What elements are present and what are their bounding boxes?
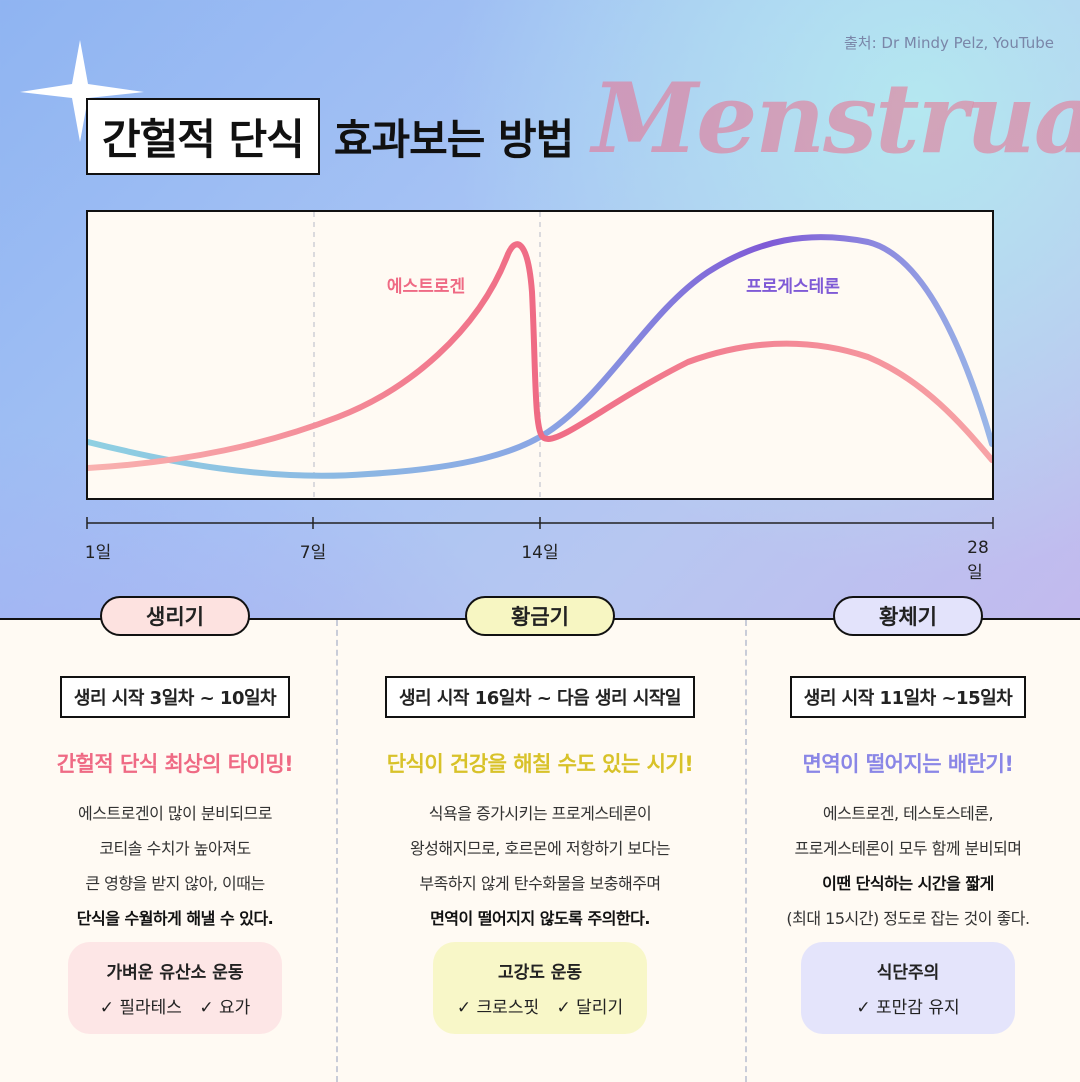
desc-line: 프로게스테론이 모두 함께 분비되며 xyxy=(794,839,1022,858)
card-item: ✓ 포만감 유지 xyxy=(856,998,960,1018)
tick-label-day1: 1일 xyxy=(84,543,112,563)
phase-pill-golden: 황금기 xyxy=(465,596,615,636)
desc-line: 큰 영향을 받지 않아, 이때는 xyxy=(85,874,265,893)
phase-headline: 면역이 떨어지는 배란기! xyxy=(802,752,1014,776)
script-watermark: Menstrual xyxy=(592,62,1080,175)
title-rest: 효과보는 방법 xyxy=(333,115,574,164)
desc-line: 코티솔 수치가 높아져도 xyxy=(99,839,251,858)
tick-label-day28: 28일 xyxy=(967,538,989,583)
phase-headline: 간헐적 단식 최상의 타이밍! xyxy=(56,752,294,776)
exercise-card-luteal: 식단주의 ✓ 포만감 유지 xyxy=(801,942,1015,1034)
title-boxed: 간헐적 단식 xyxy=(86,98,320,175)
card-item: ✓ 달리기 xyxy=(556,998,624,1018)
estrogen-label: 에스트로겐 xyxy=(387,277,465,297)
sparkle-icon xyxy=(20,40,144,142)
phase-range: 생리 시작 16일차 ~ 다음 생리 시작일 xyxy=(384,676,695,718)
phase-description: 에스트로겐이 많이 분비되므로 코티솔 수치가 높아져도 큰 영향을 받지 않아… xyxy=(10,796,340,936)
hormone-chart: 에스트로겐 프로게스테론 xyxy=(86,210,994,500)
page-title: 간헐적 단식 효과보는 방법 xyxy=(86,98,574,175)
day-axis: 1일 7일 14일 28일 xyxy=(84,512,994,583)
tick-label-day7: 7일 xyxy=(299,543,327,563)
column-divider xyxy=(745,620,747,1082)
desc-bold-line: 단식을 수월하게 해낼 수 있다. xyxy=(76,909,274,928)
phase-description: 식욕을 증가시키는 프로게스테론이 왕성해지므로, 호르몬에 저항하기 보다는 … xyxy=(350,796,730,936)
card-title: 식단주의 xyxy=(876,963,940,983)
estrogen-curve xyxy=(88,241,992,471)
exercise-card-golden: 고강도 운동 ✓ 크로스핏 ✓ 달리기 xyxy=(433,942,647,1034)
progesterone-label: 프로게스테론 xyxy=(746,277,840,297)
desc-line: 왕성해지므로, 호르몬에 저항하기 보다는 xyxy=(409,839,671,858)
exercise-card-menstrual: 가벼운 유산소 운동 ✓ 필라테스 ✓ 요가 xyxy=(68,942,282,1034)
hormone-chart-svg: 에스트로겐 프로게스테론 xyxy=(88,212,992,498)
phase-range: 생리 시작 3일차 ~ 10일차 xyxy=(59,676,291,718)
desc-bold-line: 면역이 떨어지지 않도록 주의한다. xyxy=(430,909,650,928)
desc-line: 식욕을 증가시키는 프로게스테론이 xyxy=(428,804,652,823)
phase-column-golden: 생리 시작 16일차 ~ 다음 생리 시작일 단식이 건강을 해칠 수도 있는 … xyxy=(350,618,730,936)
card-title: 가벼운 유산소 운동 xyxy=(106,963,244,983)
phase-pill-menstrual: 생리기 xyxy=(100,596,250,636)
desc-line: (최대 15시간) 정도로 잡는 것이 좋다. xyxy=(786,909,1030,928)
desc-line: 부족하지 않게 탄수화물을 보충해주며 xyxy=(419,874,661,893)
progesterone-curve xyxy=(88,234,992,479)
phase-description: 에스트로겐, 테스토스테론, 프로게스테론이 모두 함께 분비되며 이땐 단식하… xyxy=(743,796,1073,936)
column-divider xyxy=(336,620,338,1082)
card-item: ✓ 크로스핏 xyxy=(456,998,540,1018)
source-credit: 출처: Dr Mindy Pelz, YouTube xyxy=(843,34,1054,52)
phase-column-luteal: 생리 시작 11일차 ~15일차 면역이 떨어지는 배란기! 에스트로겐, 테스… xyxy=(743,618,1073,936)
desc-bold-line: 이땐 단식하는 시간을 짧게 xyxy=(822,874,994,893)
tick-label-day14: 14일 xyxy=(521,543,559,563)
card-title: 고강도 운동 xyxy=(497,963,583,983)
card-item: ✓ 필라테스 xyxy=(99,998,182,1018)
phase-pill-luteal: 황체기 xyxy=(833,596,983,636)
day-axis-line xyxy=(86,517,994,529)
card-item: ✓ 요가 xyxy=(199,998,251,1018)
phase-column-menstrual: 생리 시작 3일차 ~ 10일차 간헐적 단식 최상의 타이밍! 에스트로겐이 … xyxy=(10,618,340,936)
phase-headline: 단식이 건강을 해칠 수도 있는 시기! xyxy=(386,752,694,776)
desc-line: 에스트로겐, 테스토스테론, xyxy=(822,804,994,823)
desc-line: 에스트로겐이 많이 분비되므로 xyxy=(77,804,273,823)
phase-range: 생리 시작 11일차 ~15일차 xyxy=(789,676,1027,718)
